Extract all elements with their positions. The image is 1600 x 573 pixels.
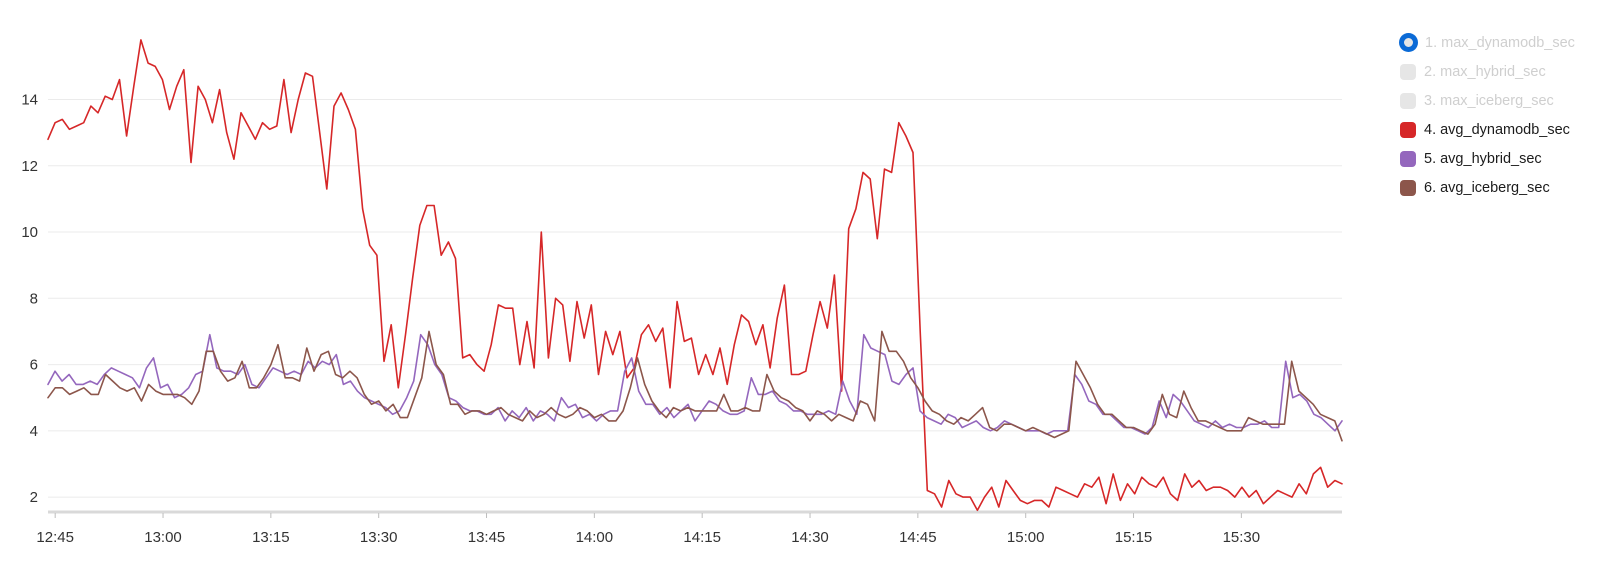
legend-item-max-dynamodb-sec[interactable]: 1. max_dynamodb_sec <box>1400 28 1600 57</box>
legend-label: 2. max_hybrid_sec <box>1424 63 1546 80</box>
y-axis-ticks: 2 4 6 8 10 12 14 <box>21 92 38 507</box>
y-tick-label: 14 <box>21 92 38 109</box>
legend-label: 5. avg_hybrid_sec <box>1424 150 1542 167</box>
y-tick-label: 6 <box>30 357 38 374</box>
x-tick-label: 15:30 <box>1223 529 1261 546</box>
legend-item-max-hybrid-sec[interactable]: 2. max_hybrid_sec <box>1400 57 1600 86</box>
x-tick-label: 13:45 <box>468 529 506 546</box>
x-tick-label: 15:15 <box>1115 529 1153 546</box>
legend-item-max-iceberg-sec[interactable]: 3. max_iceberg_sec <box>1400 86 1600 115</box>
legend-label: 6. avg_iceberg_sec <box>1424 179 1550 196</box>
x-tick-label: 14:00 <box>576 529 614 546</box>
x-tick-label: 14:15 <box>683 529 721 546</box>
legend-swatch-icon <box>1400 150 1416 167</box>
y-tick-label: 8 <box>30 290 38 307</box>
x-tick-label: 13:30 <box>360 529 398 546</box>
y-tick-label: 12 <box>21 158 38 175</box>
x-tick-label: 13:15 <box>252 529 290 546</box>
y-tick-label: 4 <box>30 423 38 440</box>
legend-swatch-icon <box>1400 92 1416 109</box>
series-line-avg-iceberg-sec <box>47 330 1343 442</box>
y-tick-label: 2 <box>30 489 38 506</box>
legend-item-avg-dynamodb-sec[interactable]: 4. avg_dynamodb_sec <box>1400 115 1600 144</box>
chart-legend: 1. max_dynamodb_sec 2. max_hybrid_sec 3. m… <box>1400 28 1600 202</box>
series-line-avg-dynamodb-sec <box>47 39 1343 512</box>
legend-label: 1. max_dynamodb_sec <box>1425 34 1575 51</box>
series-lines <box>47 39 1343 512</box>
legend-label: 3. max_iceberg_sec <box>1424 92 1554 109</box>
x-tick-label: 13:00 <box>144 529 182 546</box>
legend-item-avg-iceberg-sec[interactable]: 6. avg_iceberg_sec <box>1400 173 1600 202</box>
legend-swatch-icon <box>1400 121 1416 138</box>
x-tick-label: 14:45 <box>899 529 937 546</box>
series-line-avg-hybrid-sec <box>47 333 1343 435</box>
x-tick-label: 12:45 <box>36 529 74 546</box>
legend-label: 4. avg_dynamodb_sec <box>1424 121 1570 138</box>
legend-item-avg-hybrid-sec[interactable]: 5. avg_hybrid_sec <box>1400 144 1600 173</box>
x-tick-label: 14:30 <box>791 529 829 546</box>
legend-swatch-icon <box>1400 63 1416 80</box>
legend-swatch-icon <box>1400 34 1417 51</box>
y-tick-label: 10 <box>21 224 38 241</box>
x-tick-label: 15:00 <box>1007 529 1045 546</box>
legend-swatch-icon <box>1400 179 1416 196</box>
x-axis-ticks: 12:45 13:00 13:15 13:30 13:45 14:00 14:15 14:30… <box>36 510 1342 546</box>
grid-lines <box>48 99 1342 498</box>
